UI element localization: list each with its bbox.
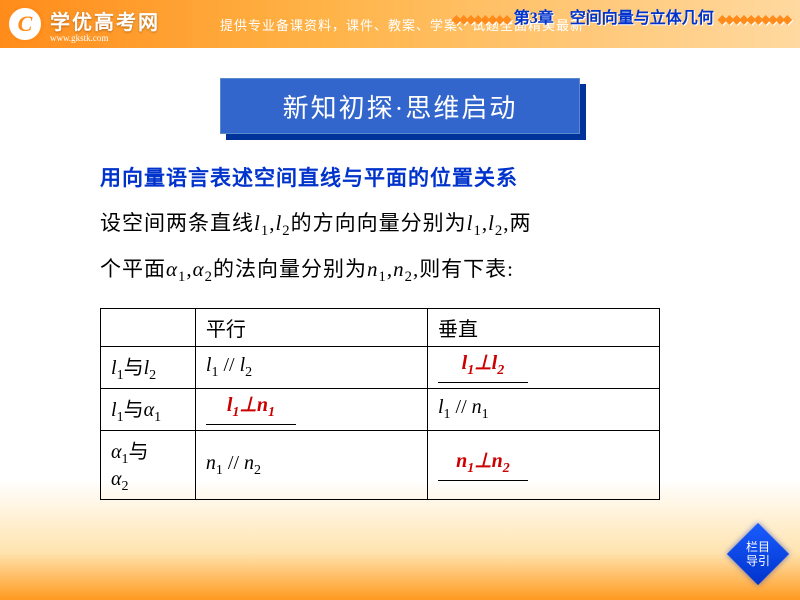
nav-button-label: 栏目导引 <box>746 540 770 568</box>
intro-text-2: 个平面α1,α2的法向量分别为n1,n2,则有下表: <box>100 250 700 296</box>
table-header-row: 平行 垂直 <box>101 309 660 347</box>
logo-area: C 学优高考网 www.gkstk.com <box>0 5 160 43</box>
relation-table: 平行 垂直 l1与l2 l1 // l2 l1⊥l2 l1与α1 l1⊥n1 l… <box>100 308 660 500</box>
site-name: 学优高考网 <box>50 6 160 35</box>
section-title: 新知初探·思维启动 <box>220 78 580 134</box>
cell-parallel-blank: l1⊥n1 <box>195 389 427 431</box>
row-label: l1与l2 <box>101 347 196 389</box>
cell-perp-blank: l1⊥l2 <box>427 347 659 389</box>
cell-perp: l1 // n1 <box>427 389 659 431</box>
table-row: α1与α2 n1 // n2 n1⊥n2 <box>101 431 660 500</box>
chapter-text: 第3章 空间向量与立体几何 <box>514 10 714 27</box>
site-url: www.gkstk.com <box>50 33 160 43</box>
cell-perp-blank: n1⊥n2 <box>427 431 659 500</box>
logo-text-block: 学优高考网 www.gkstk.com <box>50 6 160 43</box>
table-row: l1与l2 l1 // l2 l1⊥l2 <box>101 347 660 389</box>
subsection-heading: 用向量语言表述空间直线与平面的位置关系 <box>100 162 700 192</box>
logo-icon: C <box>6 5 44 43</box>
content-area: 用向量语言表述空间直线与平面的位置关系 设空间两条直线l1,l2的方向向量分别为… <box>0 134 800 500</box>
header-bar: C 学优高考网 www.gkstk.com 提供专业备课资料，课件、教案、学案、… <box>0 0 800 48</box>
dots-left-icon: ◆◆◆◆◆◆◆◆ <box>452 12 510 26</box>
table-header-parallel: 平行 <box>195 309 427 347</box>
intro-text-1: 设空间两条直线l1,l2的方向向量分别为l1,l2,两 <box>100 204 700 250</box>
dots-right-icon: ◆◆◆◆◆◆◆◆◆◆ <box>718 12 790 26</box>
chapter-label: ◆◆◆◆◆◆◆◆ 第3章 空间向量与立体几何 ◆◆◆◆◆◆◆◆◆◆ <box>452 4 790 28</box>
section-title-box: 新知初探·思维启动 <box>220 78 580 134</box>
row-label: l1与α1 <box>101 389 196 431</box>
nav-index-button[interactable]: 栏目导引 <box>727 523 789 585</box>
cell-parallel: l1 // l2 <box>195 347 427 389</box>
table-row: l1与α1 l1⊥n1 l1 // n1 <box>101 389 660 431</box>
row-label: α1与α2 <box>101 431 196 500</box>
slide: C 学优高考网 www.gkstk.com 提供专业备课资料，课件、教案、学案、… <box>0 0 800 600</box>
table-header-perp: 垂直 <box>427 309 659 347</box>
cell-parallel: n1 // n2 <box>195 431 427 500</box>
table-header-empty <box>101 309 196 347</box>
